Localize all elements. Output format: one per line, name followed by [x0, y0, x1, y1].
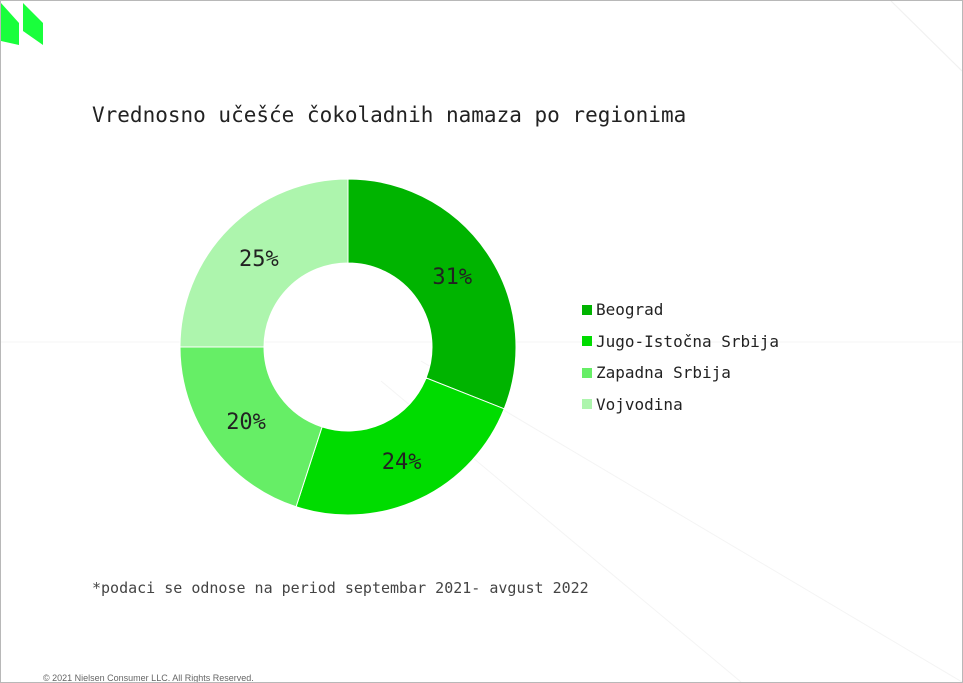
donut-slice-4 [179, 178, 349, 348]
donut-slice-1 [347, 178, 517, 410]
data-label: 31% [432, 265, 472, 290]
legend-item: Vojvodina [582, 389, 779, 421]
donut-slice-3 [179, 346, 323, 508]
footnote: *podaci se odnose na period septembar 20… [92, 579, 589, 597]
data-label: 24% [382, 450, 422, 475]
legend-label: Beograd [596, 300, 664, 320]
legend-label: Vojvodina [596, 394, 683, 414]
legend-label: Jugo-Istočna Srbija [596, 331, 780, 351]
data-label: 25% [239, 247, 279, 272]
nielsen-logo-icon [1, 3, 43, 45]
legend-item: Jugo-Istočna Srbija [582, 326, 779, 358]
legend-item: Zapadna Srbija [582, 357, 779, 389]
donut-slice-2 [295, 377, 505, 516]
data-label: 20% [226, 410, 266, 435]
copyright-text: © 2021 Nielsen Consumer LLC. All Rights … [43, 673, 254, 683]
legend-swatch [582, 367, 592, 378]
legend-swatch [582, 336, 592, 347]
chart-legend: Beograd Jugo-Istočna Srbija Zapadna Srbi… [582, 294, 779, 420]
legend-swatch [582, 304, 592, 315]
legend-label: Zapadna Srbija [596, 363, 731, 383]
legend-item: Beograd [582, 294, 779, 326]
chart-title: Vrednosno učešće čokoladnih namaza po re… [92, 103, 687, 127]
legend-swatch [582, 399, 592, 410]
